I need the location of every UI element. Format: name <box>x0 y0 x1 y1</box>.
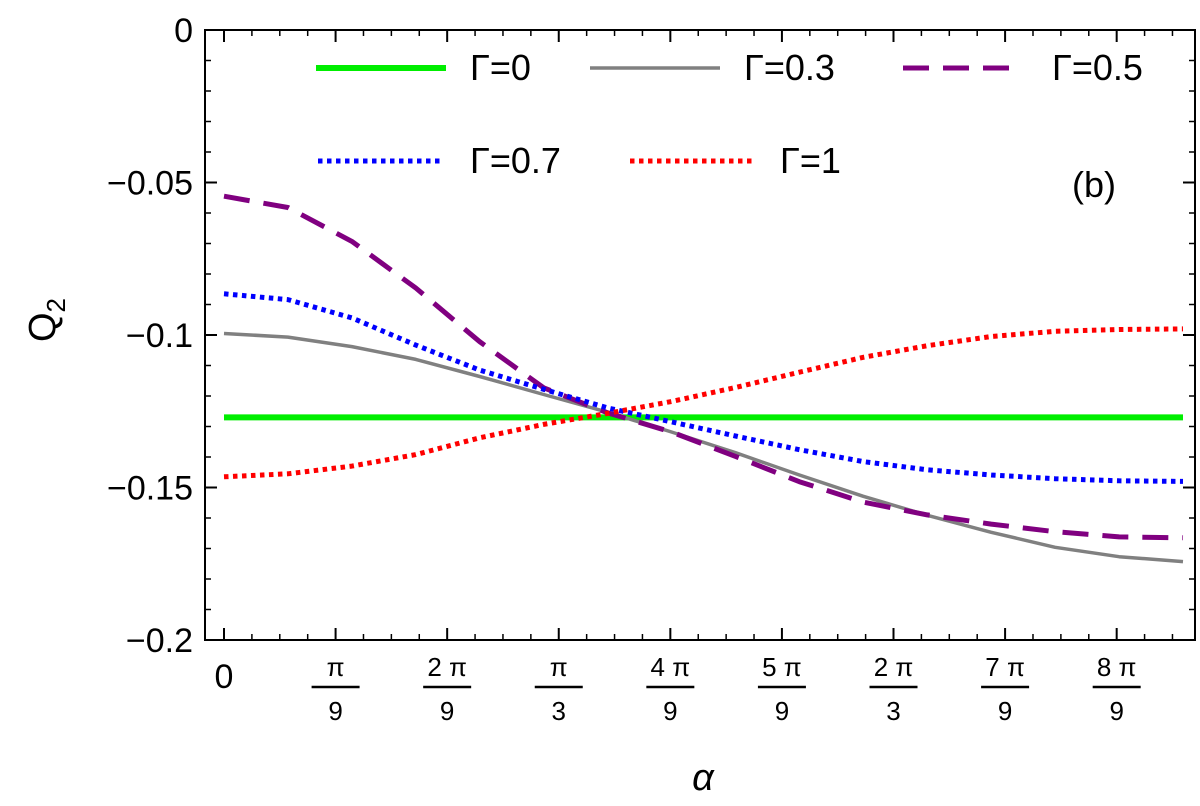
y-axis-label: Q2 <box>22 298 71 342</box>
series-line <box>223 331 1184 564</box>
x-tick-numerator: 2 π <box>874 652 914 682</box>
series-line <box>223 326 1184 480</box>
x-tick-label: 7 π9 <box>981 652 1030 726</box>
y-tick-label: 0 <box>174 12 193 50</box>
x-tick-numerator: 8 π <box>1097 652 1137 682</box>
y-axis-label-main: Q <box>22 312 64 342</box>
legend-label: Γ=0.5 <box>1052 47 1143 88</box>
legend-item: Γ=1 <box>630 140 841 181</box>
x-tick-numerator: 5 π <box>762 652 802 682</box>
legend-label: Γ=1 <box>780 140 841 181</box>
x-tick-denominator: 9 <box>1109 696 1123 726</box>
legend-item: Γ=0 <box>316 47 531 88</box>
x-tick-denominator: 9 <box>440 696 454 726</box>
x-tick-denominator: 9 <box>998 696 1012 726</box>
legend-item: Γ=0.5 <box>903 47 1143 88</box>
legend-label: Γ=0.7 <box>470 140 561 181</box>
x-tick-numerator: 7 π <box>985 652 1025 682</box>
x-axis-label: α <box>692 757 715 799</box>
plot-frame <box>204 29 1196 641</box>
x-tick-numerator: π <box>327 652 345 682</box>
x-tick-label: 8 π9 <box>1092 652 1141 726</box>
legend-label: Γ=0.3 <box>744 47 835 88</box>
x-tick-denominator: 3 <box>886 696 900 726</box>
series-layer <box>223 193 1184 564</box>
x-tick-denominator: 9 <box>775 696 789 726</box>
y-tick-label: −0.1 <box>126 317 193 355</box>
legend-item: Γ=0.3 <box>590 47 835 88</box>
x-tick-denominator: 3 <box>552 696 566 726</box>
y-tick-label: −0.05 <box>107 165 193 203</box>
series-line <box>223 291 1184 484</box>
x-tick-label: 2 π3 <box>869 652 918 726</box>
x-tick-label: 0 <box>215 658 234 696</box>
x-tick-label: 5 π9 <box>757 652 806 726</box>
legend-label: Γ=0 <box>470 47 531 88</box>
x-tick-label: π9 <box>311 652 360 726</box>
panel-label: (b) <box>1072 164 1116 205</box>
x-tick-numerator: 4 π <box>651 652 691 682</box>
y-tick-label: −0.2 <box>126 622 193 660</box>
x-tick-numerator: π <box>550 652 568 682</box>
legend-item: Γ=0.7 <box>318 140 561 181</box>
x-tick-denominator: 9 <box>663 696 677 726</box>
series-line <box>223 193 1184 541</box>
legend-layer: Γ=0 Γ=0.3 Γ=0.5 Γ=0.7 Γ=1 <box>316 47 1143 181</box>
x-tick-numerator: 2 π <box>427 652 467 682</box>
x-tick-label: 2 π9 <box>423 652 472 726</box>
x-tick-label: 4 π9 <box>646 652 695 726</box>
y-axis-label-sub: 2 <box>41 298 71 312</box>
x-tick-label: π3 <box>534 652 583 726</box>
y-tick-label: −0.15 <box>107 470 193 508</box>
x-tick-denominator: 9 <box>328 696 342 726</box>
